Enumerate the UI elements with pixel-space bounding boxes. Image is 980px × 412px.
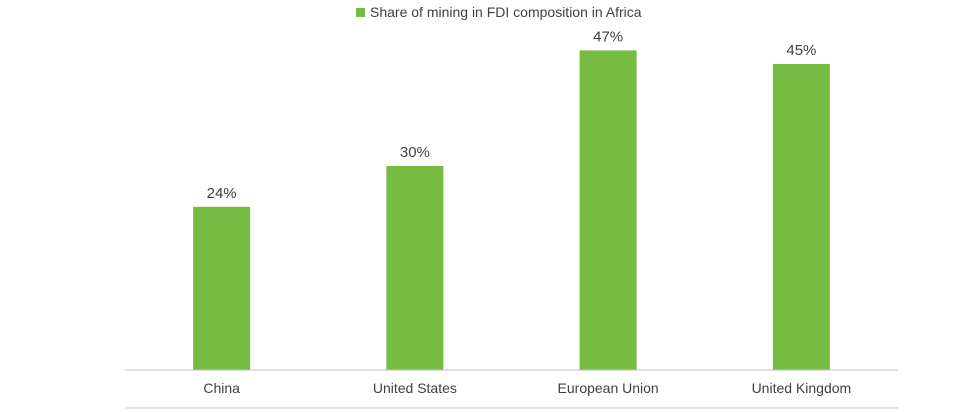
data-label-european-union: 47% [593,28,623,45]
bar-european-union [579,50,637,371]
bars-group [193,50,830,371]
legend-label: Share of mining in FDI composition in Af… [370,4,642,20]
data-labels-group: 24% 30% 47% 45% [207,28,817,201]
data-label-china: 24% [207,185,237,202]
data-label-united-states: 30% [400,144,430,161]
data-label-united-kingdom: 45% [786,42,816,59]
bar-united-kingdom [772,64,830,370]
category-label-china: China [203,380,240,396]
legend: Share of mining in FDI composition in Af… [356,4,642,20]
legend-swatch [356,8,365,17]
category-label-united-kingdom: United Kingdom [752,380,852,396]
category-labels-group: China United States European Union United K… [203,380,851,396]
bar-united-states [386,166,444,370]
bar-china [193,206,251,370]
category-label-european-union: European Union [558,380,659,396]
category-label-united-states: United States [373,380,457,396]
